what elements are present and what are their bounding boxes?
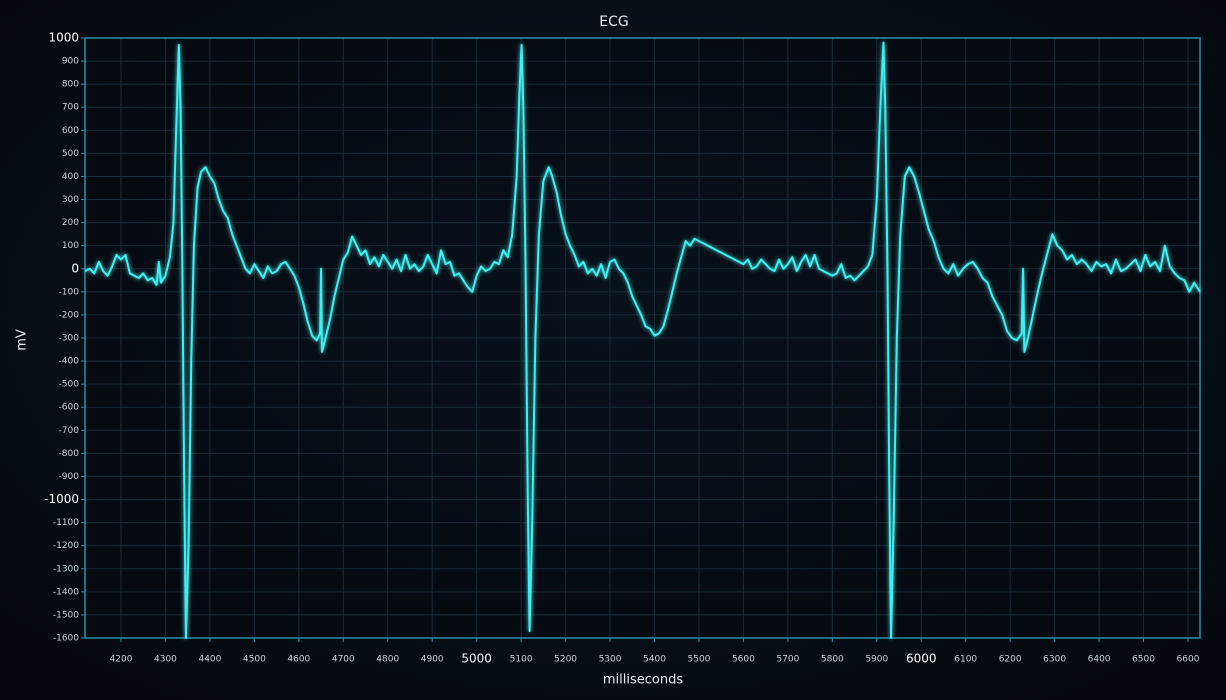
y-tick-label: -100 — [59, 287, 80, 297]
x-tick-label: 4700 — [332, 655, 355, 665]
x-tick-label: 4800 — [376, 655, 399, 665]
y-tick-label: -600 — [59, 403, 80, 413]
x-tick-label: 4200 — [110, 655, 133, 665]
x-tick-label: 4300 — [154, 655, 177, 665]
x-tick-label: 5000 — [461, 652, 492, 666]
y-tick-label: 400 — [62, 172, 79, 182]
ecg-line — [84, 41, 1201, 639]
x-tick-label: 4900 — [421, 655, 444, 665]
x-tick-label: 6000 — [906, 652, 937, 666]
x-tick-label: 4500 — [243, 655, 266, 665]
y-tick-label: -1300 — [53, 564, 79, 574]
y-tick-label: 500 — [62, 149, 79, 159]
y-tick-label: -500 — [59, 380, 80, 390]
x-tick-label: 6300 — [1043, 655, 1066, 665]
y-tick-label: -700 — [59, 426, 80, 436]
x-axis-label: milliseconds — [603, 673, 683, 688]
x-tick-label: 6400 — [1088, 655, 1111, 665]
y-tick-label: -1000 — [44, 492, 79, 506]
x-tick-label: 5300 — [599, 655, 622, 665]
y-tick-label: 600 — [62, 126, 79, 136]
y-tick-label: -1200 — [53, 541, 79, 551]
series — [84, 41, 1201, 639]
ticks: -1600-1500-1400-1300-1200-1100-1000-900-… — [44, 31, 1200, 666]
x-tick-label: 5400 — [643, 655, 666, 665]
y-tick-label: -1100 — [53, 518, 79, 528]
y-tick-label: 300 — [62, 195, 79, 205]
x-tick-label: 5900 — [865, 655, 888, 665]
y-tick-label: -1500 — [53, 610, 79, 620]
y-tick-label: -900 — [59, 472, 80, 482]
x-tick-label: 6500 — [1132, 655, 1155, 665]
y-tick-label: -1600 — [53, 634, 79, 644]
chart-title: ECG — [599, 14, 628, 30]
y-tick-label: 1000 — [48, 31, 79, 45]
y-tick-label: -400 — [59, 357, 80, 367]
x-tick-label: 4400 — [198, 655, 221, 665]
y-tick-label: -200 — [59, 310, 80, 320]
x-tick-label: 5600 — [732, 655, 755, 665]
y-tick-label: 900 — [62, 57, 79, 67]
y-axis-label: mV — [15, 329, 30, 351]
x-tick-label: 6200 — [999, 655, 1022, 665]
x-tick-label: 5200 — [554, 655, 577, 665]
x-tick-label: 5500 — [688, 655, 711, 665]
x-tick-label: 5100 — [510, 655, 533, 665]
y-tick-label: -1400 — [53, 587, 79, 597]
x-tick-label: 4600 — [287, 655, 310, 665]
x-tick-label: 5700 — [776, 655, 799, 665]
x-tick-label: 6600 — [1177, 655, 1200, 665]
y-tick-label: 800 — [62, 80, 79, 90]
x-tick-label: 6100 — [954, 655, 977, 665]
y-tick-label: 0 — [71, 261, 79, 275]
x-tick-label: 5800 — [821, 655, 844, 665]
y-tick-label: -800 — [59, 449, 80, 459]
grid — [85, 37, 1200, 639]
y-tick-label: 100 — [62, 241, 79, 251]
y-tick-label: -300 — [59, 334, 80, 344]
y-tick-label: 700 — [62, 103, 79, 113]
y-tick-label: 200 — [62, 218, 79, 228]
